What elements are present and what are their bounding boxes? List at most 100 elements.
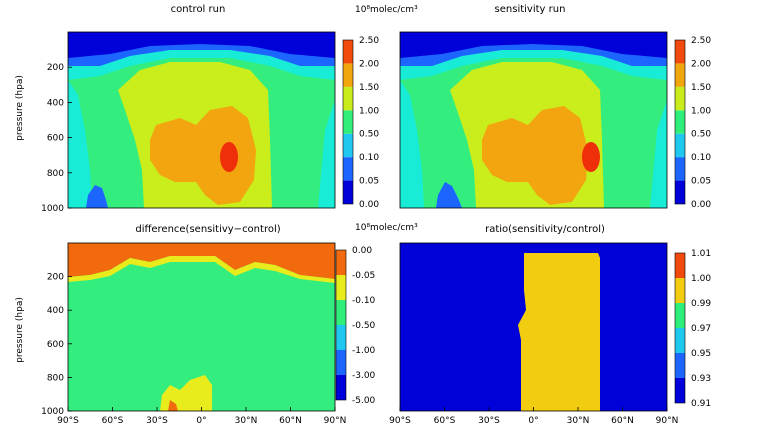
field-orange-max bbox=[150, 106, 256, 205]
colorbar-segment bbox=[343, 180, 353, 204]
colorbar-segment bbox=[675, 110, 685, 134]
colorbar-label: 1.50 bbox=[691, 83, 711, 93]
colorbar-segment bbox=[336, 375, 346, 400]
colorbar-label: 1.00 bbox=[359, 106, 379, 116]
colorbar-segment bbox=[336, 250, 346, 275]
field-low-blue bbox=[436, 182, 462, 208]
colorbar-label: -0.10 bbox=[352, 296, 376, 306]
colorbar-segment bbox=[675, 86, 685, 111]
y-tick-label: 600 bbox=[47, 340, 64, 350]
colorbar-frame bbox=[342, 39, 354, 205]
x-tick-label: 30°N bbox=[235, 416, 258, 426]
panel-sensitivity-run bbox=[399, 31, 668, 209]
colorbar-segment bbox=[675, 40, 685, 64]
field-top-darkblue bbox=[400, 32, 667, 58]
colorbar-segment bbox=[343, 63, 353, 87]
colorbar-segment bbox=[675, 253, 685, 278]
colorbar-label: 1.00 bbox=[691, 106, 711, 116]
panel-difference bbox=[67, 242, 336, 412]
colorbar-label: 0.00 bbox=[352, 246, 372, 256]
units-top: 10⁸molec/cm³ bbox=[355, 5, 418, 15]
colorbar-label: 0.10 bbox=[691, 153, 711, 163]
panel-ratio bbox=[399, 242, 668, 412]
colorbar-label: 0.05 bbox=[691, 177, 711, 187]
x-tick-label: 30°N bbox=[567, 416, 590, 426]
x-tick-label: 30°S bbox=[146, 416, 168, 426]
x-tick-label: 60°S bbox=[434, 416, 456, 426]
x-tick-label: 90°N bbox=[324, 416, 347, 426]
colorbar-segment bbox=[343, 133, 353, 158]
x-tick-label: 0° bbox=[528, 416, 538, 426]
field-peak bbox=[582, 142, 600, 172]
y-tick-label: 400 bbox=[47, 306, 64, 316]
x-tick-label: 90°N bbox=[656, 416, 679, 426]
units-bottom: 10⁸molec/cm³ bbox=[355, 223, 418, 233]
field-top-darkblue bbox=[68, 32, 335, 58]
y-tick-label: 800 bbox=[47, 169, 64, 179]
colorbar-frame bbox=[674, 252, 686, 404]
colorbar-label: 2.50 bbox=[359, 36, 379, 46]
colorbar-label: 0.91 bbox=[691, 399, 711, 409]
panel-title-ratio: ratio(sensitivity/control) bbox=[485, 224, 605, 235]
y-tick-label: 200 bbox=[47, 273, 64, 283]
colorbar-label: 1.50 bbox=[359, 83, 379, 93]
x-tick-label: 60°S bbox=[102, 416, 124, 426]
colorbar-label: 1.00 bbox=[691, 274, 711, 284]
colorbar-segment bbox=[336, 300, 346, 325]
ylabel-bottom: pressure (hpa) bbox=[15, 297, 25, 363]
x-tick-label: 60°N bbox=[279, 416, 302, 426]
colorbar-segment bbox=[675, 278, 685, 303]
colorbar-label: 0.05 bbox=[359, 177, 379, 187]
colorbar-label: 0.93 bbox=[691, 374, 711, 384]
colorbar-label: 2.00 bbox=[691, 59, 711, 69]
ylabel-top: pressure (hpa) bbox=[15, 75, 25, 141]
y-tick-label: 800 bbox=[47, 373, 64, 383]
colorbar-label: 2.00 bbox=[359, 59, 379, 69]
colorbar-label: 0.50 bbox=[691, 130, 711, 140]
colorbar-label: 0.00 bbox=[691, 200, 711, 210]
field-top-orange bbox=[68, 243, 335, 279]
colorbar-segment bbox=[336, 350, 346, 375]
field-orange-max bbox=[482, 106, 588, 205]
colorbar-segment bbox=[343, 157, 353, 181]
panel-title-control: control run bbox=[171, 4, 226, 15]
colorbar-segment bbox=[675, 378, 685, 403]
colorbar-label: -5.00 bbox=[352, 396, 376, 406]
colorbar-segment bbox=[675, 63, 685, 87]
field-ratio-band bbox=[518, 253, 600, 411]
y-tick-label: 400 bbox=[47, 98, 64, 108]
x-tick-label: 90°S bbox=[389, 416, 411, 426]
colorbar-segment bbox=[675, 157, 685, 181]
x-tick-label: 30°S bbox=[478, 416, 500, 426]
x-tick-label: 90°S bbox=[57, 416, 79, 426]
x-tick-label: 60°N bbox=[611, 416, 634, 426]
colorbar-label: 0.97 bbox=[691, 324, 711, 334]
panel-title-sensitivity: sensitivity run bbox=[495, 4, 566, 15]
colorbar-frame bbox=[335, 249, 347, 401]
colorbar-label: 0.50 bbox=[359, 130, 379, 140]
field-yellow-strip bbox=[68, 256, 335, 283]
y-tick-label: 200 bbox=[47, 63, 64, 73]
colorbar-label: 0.10 bbox=[359, 153, 379, 163]
colorbar-label: 0.99 bbox=[691, 299, 711, 309]
colorbar-segment bbox=[343, 110, 353, 134]
field-low-blue bbox=[86, 185, 108, 208]
colorbar-label: 2.50 bbox=[691, 36, 711, 46]
colorbar-segment bbox=[675, 328, 685, 353]
y-tick-label: 1000 bbox=[41, 407, 64, 417]
colorbar-frame bbox=[674, 39, 686, 205]
field-lower-orange bbox=[168, 400, 178, 411]
colorbar-segment bbox=[336, 275, 346, 300]
colorbar-segment bbox=[336, 325, 346, 350]
colorbar-segment bbox=[343, 86, 353, 111]
colorbar-label: 0.00 bbox=[359, 200, 379, 210]
colorbar-label: 0.95 bbox=[691, 349, 711, 359]
colorbars-layer: 0.00 0.05 0.10 0.50 1.00 1.50 2.00 2.50 0.00 0.05… bbox=[335, 36, 711, 409]
colorbar-segment bbox=[675, 353, 685, 378]
panel-control-run bbox=[67, 31, 336, 209]
colorbar-label: 1.01 bbox=[691, 249, 711, 259]
plot-frame bbox=[67, 31, 336, 209]
y-tick-label: 1000 bbox=[41, 204, 64, 214]
